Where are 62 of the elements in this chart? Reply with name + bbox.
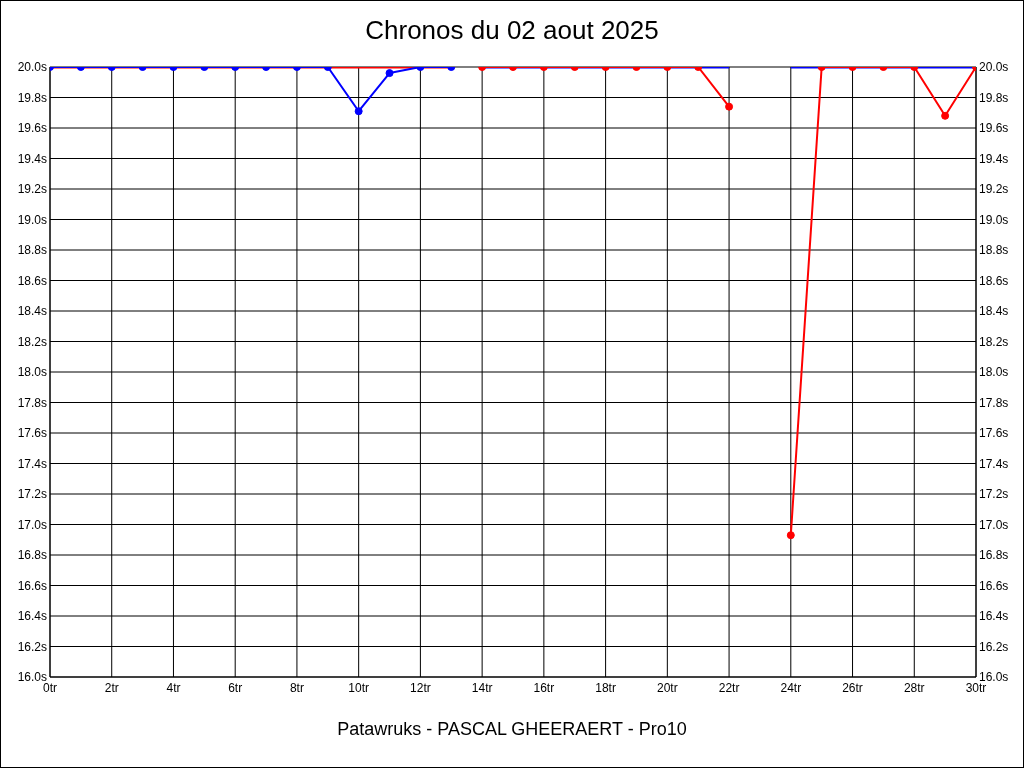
y2-tick-label: 19.0s	[979, 212, 1009, 227]
x-tick-label: 28tr	[903, 680, 925, 695]
y2-tick-label: 18.2s	[979, 334, 1009, 349]
x-axis-title: Patawruks - PASCAL GHEERAERT - Pro10	[336, 719, 688, 740]
y-tick-label: 17.4s	[17, 456, 47, 471]
x-tick-label: 14tr	[471, 680, 493, 695]
y2-tick-label: 18.8s	[979, 243, 1009, 258]
y-tick-label: 16.4s	[17, 609, 47, 624]
x-tick-label: 4tr	[166, 680, 181, 695]
y-tick-label: 20.0s	[17, 60, 47, 75]
y2-tick-label: 18.6s	[979, 273, 1009, 288]
y-tick-label: 16.6s	[17, 578, 47, 593]
y2-tick-label: 19.2s	[979, 182, 1009, 197]
y-tick-label: 18.2s	[17, 334, 47, 349]
point	[941, 111, 950, 120]
y2-tick-label: 19.6s	[979, 121, 1009, 136]
y2-tick-label: 19.4s	[979, 151, 1009, 166]
x-tick-label: 18tr	[595, 680, 616, 695]
x-tick-label: 0tr	[42, 680, 58, 695]
point	[725, 102, 734, 111]
x-tick-label: 12tr	[410, 680, 431, 695]
x-tick-label: 16tr	[533, 680, 555, 695]
x-tick-label: 26tr	[842, 680, 863, 695]
x-tick-label: 10tr	[348, 680, 370, 695]
y2-tick-label: 17.8s	[979, 395, 1009, 410]
y2-tick-label: 17.0s	[979, 517, 1009, 532]
y2-tick-label: 17.6s	[979, 426, 1009, 441]
y-tick-label: 16.8s	[17, 548, 47, 563]
y-tick-label: 18.8s	[17, 243, 47, 258]
point	[385, 69, 394, 78]
x-tick-label: 22tr	[718, 680, 740, 695]
y-tick-label: 17.6s	[17, 426, 47, 441]
x-tick-label: 8tr	[289, 680, 304, 695]
y2-tick-label: 16.4s	[979, 609, 1009, 624]
y2-tick-label: 16.6s	[979, 578, 1009, 593]
y-tick-label: 19.0s	[17, 212, 47, 227]
y-tick-label: 19.8s	[17, 90, 47, 105]
y-tick-label: 17.2s	[17, 487, 47, 502]
y-tick-label: 16.2s	[17, 639, 47, 654]
y2-tick-label: 17.4s	[979, 456, 1009, 471]
y2-tick-label: 18.0s	[979, 365, 1009, 380]
y-tick-label: 17.0s	[17, 517, 47, 532]
x-tick-label: 2tr	[104, 680, 119, 695]
y-tick-label: 18.6s	[17, 273, 47, 288]
point	[786, 531, 795, 540]
point	[354, 107, 363, 116]
x-tick-label: 24tr	[780, 680, 802, 695]
y2-tick-label: 17.2s	[979, 487, 1009, 502]
y-tick-label: 17.8s	[17, 395, 47, 410]
y-tick-label: 18.0s	[17, 365, 47, 380]
y2-tick-label: 18.4s	[979, 304, 1009, 319]
y2-tick-label: 16.2s	[979, 639, 1009, 654]
y2-tick-label: 19.8s	[979, 90, 1009, 105]
y2-tick-label: 16.8s	[979, 548, 1009, 563]
y-tick-label: 19.2s	[17, 182, 47, 197]
x-tick-label: 20tr	[656, 680, 678, 695]
y-tick-label: 19.4s	[17, 151, 47, 166]
y2-tick-label: 20.0s	[979, 60, 1009, 75]
chart-title: Chronos du 02 aout 2025	[364, 15, 660, 46]
y-tick-label: 18.4s	[17, 304, 47, 319]
x-tick-label: 6tr	[228, 680, 243, 695]
y-tick-label: 19.6s	[17, 121, 47, 136]
